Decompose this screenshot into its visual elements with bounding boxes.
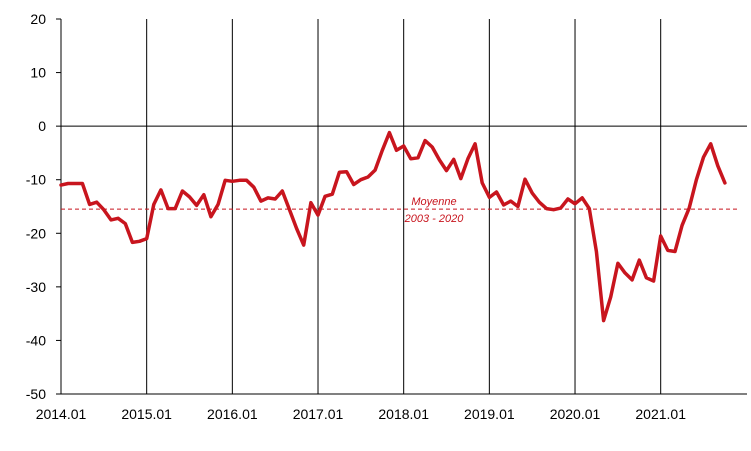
y-tick-label: -50 — [26, 386, 46, 402]
x-tick-label: 2021.01 — [635, 406, 686, 422]
x-tick-label: 2018.01 — [378, 406, 429, 422]
series-layer — [59, 130, 727, 323]
average-label-line1: Moyenne — [411, 196, 456, 208]
y-tick-labels: 20 10 0 -10 -20 -30 -40 -50 — [26, 11, 46, 402]
x-tick-label: 2020.01 — [550, 406, 601, 422]
vertical-gridlines — [146, 19, 662, 394]
y-tick-label: 0 — [38, 118, 46, 134]
x-tick-label: 2016.01 — [207, 406, 258, 422]
average-reference: Moyenne 2003 - 2020 — [61, 196, 740, 225]
x-tick-label: 2015.01 — [121, 406, 172, 422]
y-tick-label: -20 — [26, 225, 46, 241]
x-tick-label: 2014.01 — [36, 406, 87, 422]
x-tick-labels: 2014.01 2015.01 2016.01 2017.01 2018.01 2019.… — [36, 406, 687, 422]
y-tick-label: 10 — [30, 65, 46, 81]
y-tick-label: -10 — [26, 172, 46, 188]
x-tick-label: 2019.01 — [464, 406, 515, 422]
y-tick-label: -30 — [26, 279, 46, 295]
y-tick-label: 20 — [30, 11, 46, 27]
y-tick-label: -40 — [26, 332, 46, 348]
series-line-0 — [59, 130, 727, 323]
average-label-line2: 2003 - 2020 — [404, 213, 465, 225]
x-tick-label: 2017.01 — [293, 406, 344, 422]
axes — [56, 18, 747, 395]
